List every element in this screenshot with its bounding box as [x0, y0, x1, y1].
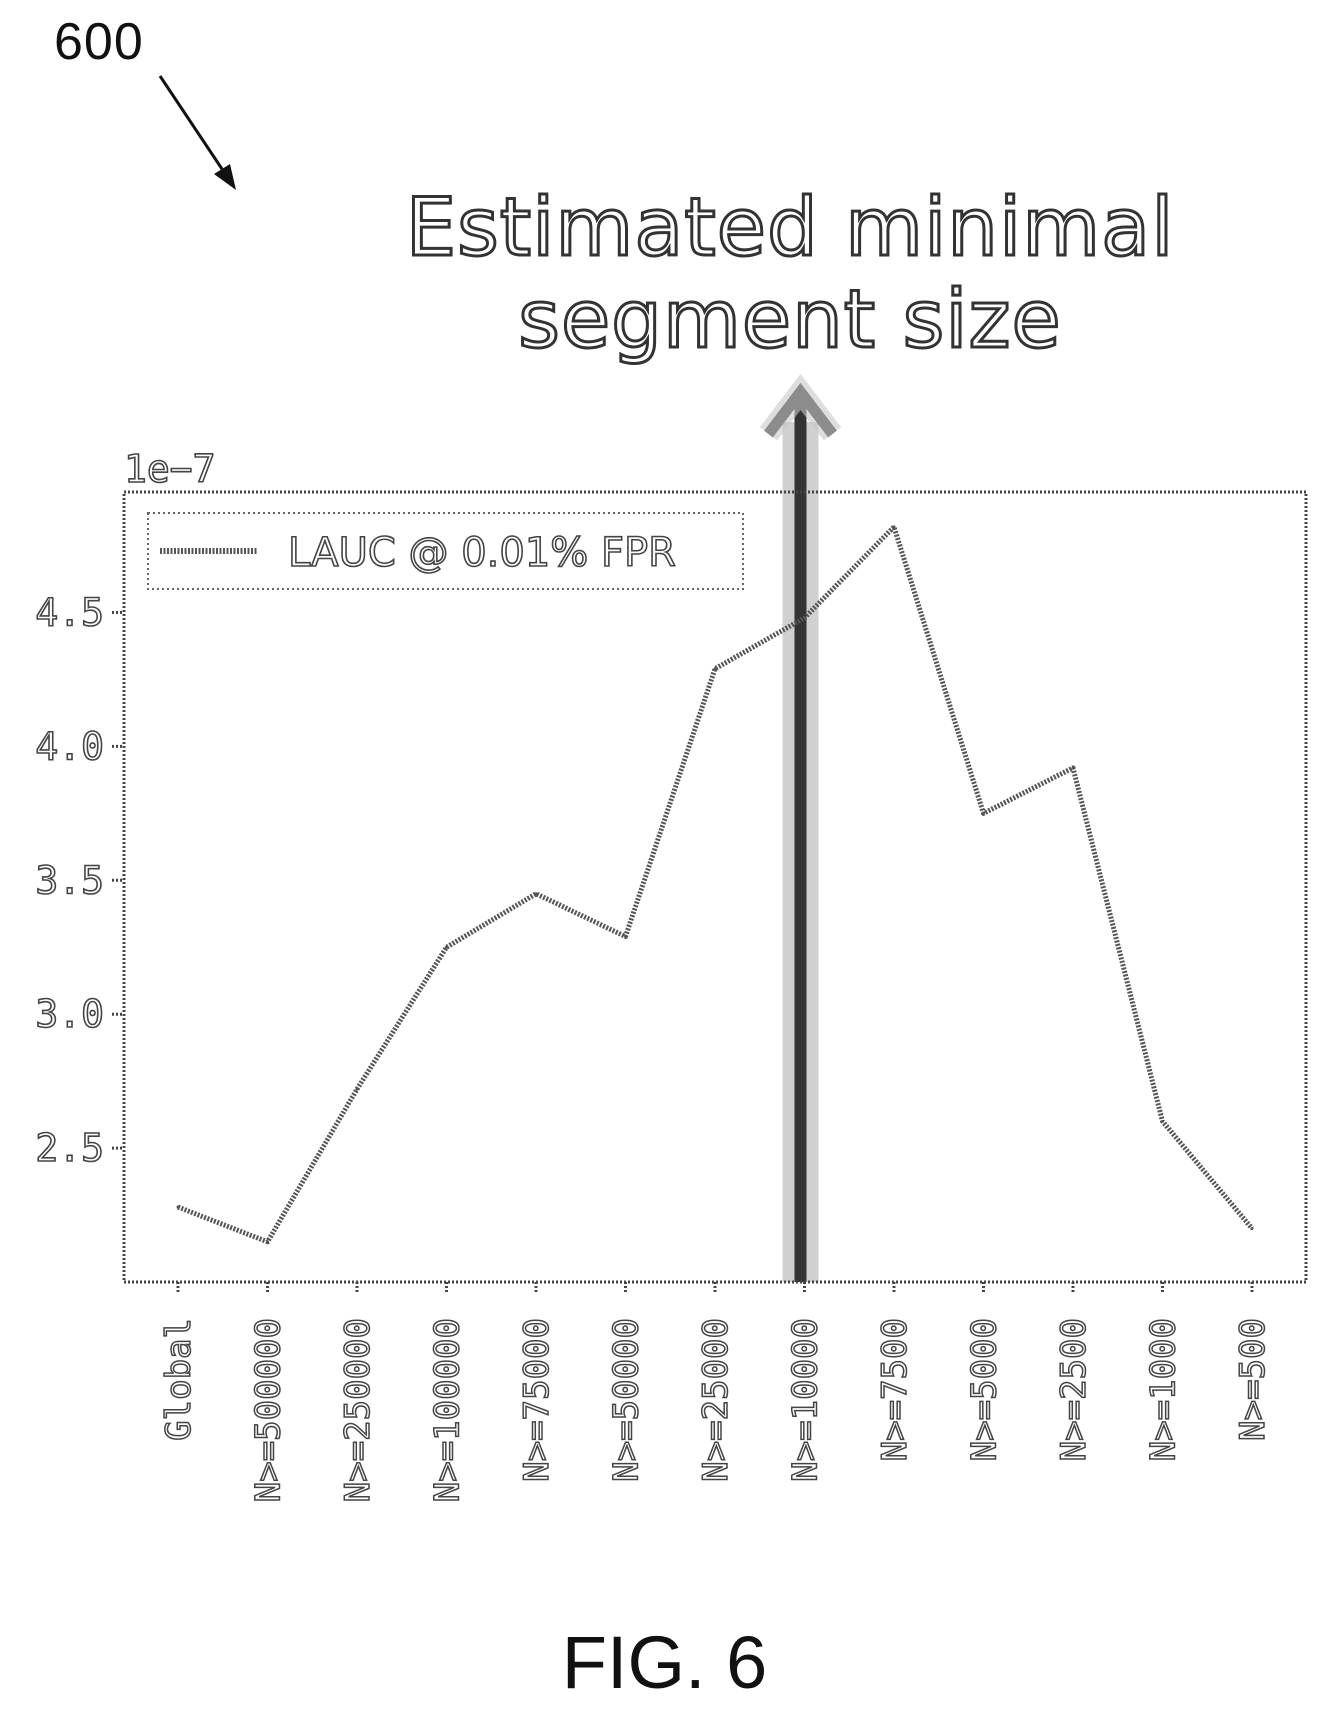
x-axis: Global N>=500000 N>=250000 N>=100000 N>=7500…: [158, 1282, 1274, 1503]
x-tick-label: N>=500: [1233, 1318, 1273, 1441]
y-tick-label: 2.5: [35, 1126, 104, 1170]
data-point: [1161, 1119, 1164, 1123]
data-point: [266, 1240, 269, 1244]
data-point: [1071, 766, 1075, 770]
data-point: [445, 945, 448, 949]
data-point: [803, 616, 806, 620]
y-offset-label: 1e−7: [124, 447, 216, 491]
x-tick-label: N>=7500: [875, 1318, 915, 1461]
annotation-line-2: segment size: [517, 272, 1062, 367]
arrow-head-halo: [759, 373, 842, 441]
arrow-shaft: [794, 394, 807, 1282]
series-layer: [176, 524, 1254, 1245]
x-tick-label: N>=250000: [338, 1318, 378, 1502]
series-line: [177, 524, 1254, 1245]
y-tick-label: 3.0: [35, 992, 104, 1036]
figure-caption: FIG. 6: [561, 1621, 768, 1704]
x-tick-label: N>=100000: [428, 1318, 468, 1502]
y-axis: 2.5 3.0 3.5 4.0 4.5: [35, 590, 124, 1171]
x-tick-label: N>=25000: [696, 1318, 736, 1482]
y-tick-label: 4.0: [35, 724, 104, 768]
legend: LAUC @ 0.01% FPR: [147, 512, 744, 590]
annotation-label: Estimated minimal segment size: [380, 180, 1200, 367]
x-tick-label: N>=10000: [786, 1318, 826, 1482]
legend-box: [147, 512, 744, 590]
x-tick-label: N>=5000: [965, 1318, 1005, 1461]
data-point: [624, 935, 627, 939]
x-tick-label: N>=75000: [517, 1318, 557, 1482]
data-point: [534, 892, 538, 896]
segment-size-arrow: [759, 373, 842, 1282]
x-tick-label: N>=2500: [1054, 1318, 1094, 1461]
x-tick-label: N>=500000: [249, 1318, 289, 1502]
figure-reference: 600: [54, 12, 144, 72]
plot-frame: [122, 490, 1308, 1284]
data-point: [892, 525, 896, 529]
data-point: [176, 1205, 180, 1209]
reference-pointer-arrow: [158, 75, 236, 190]
x-tick-label: N>=1000: [1144, 1318, 1184, 1461]
x-tick-label: N>=50000: [607, 1318, 647, 1482]
y-tick-label: 4.5: [35, 591, 104, 635]
data-point: [982, 811, 985, 815]
y-tick-label: 3.5: [35, 858, 104, 902]
x-tick-label: Global: [159, 1318, 199, 1441]
data-point: [713, 667, 717, 671]
annotation-line-1: Estimated minimal: [404, 180, 1175, 275]
reference-number: 600: [54, 13, 144, 71]
legend-label: LAUC @ 0.01% FPR: [288, 530, 676, 576]
data-point: [355, 1087, 359, 1091]
data-point: [1250, 1226, 1254, 1230]
